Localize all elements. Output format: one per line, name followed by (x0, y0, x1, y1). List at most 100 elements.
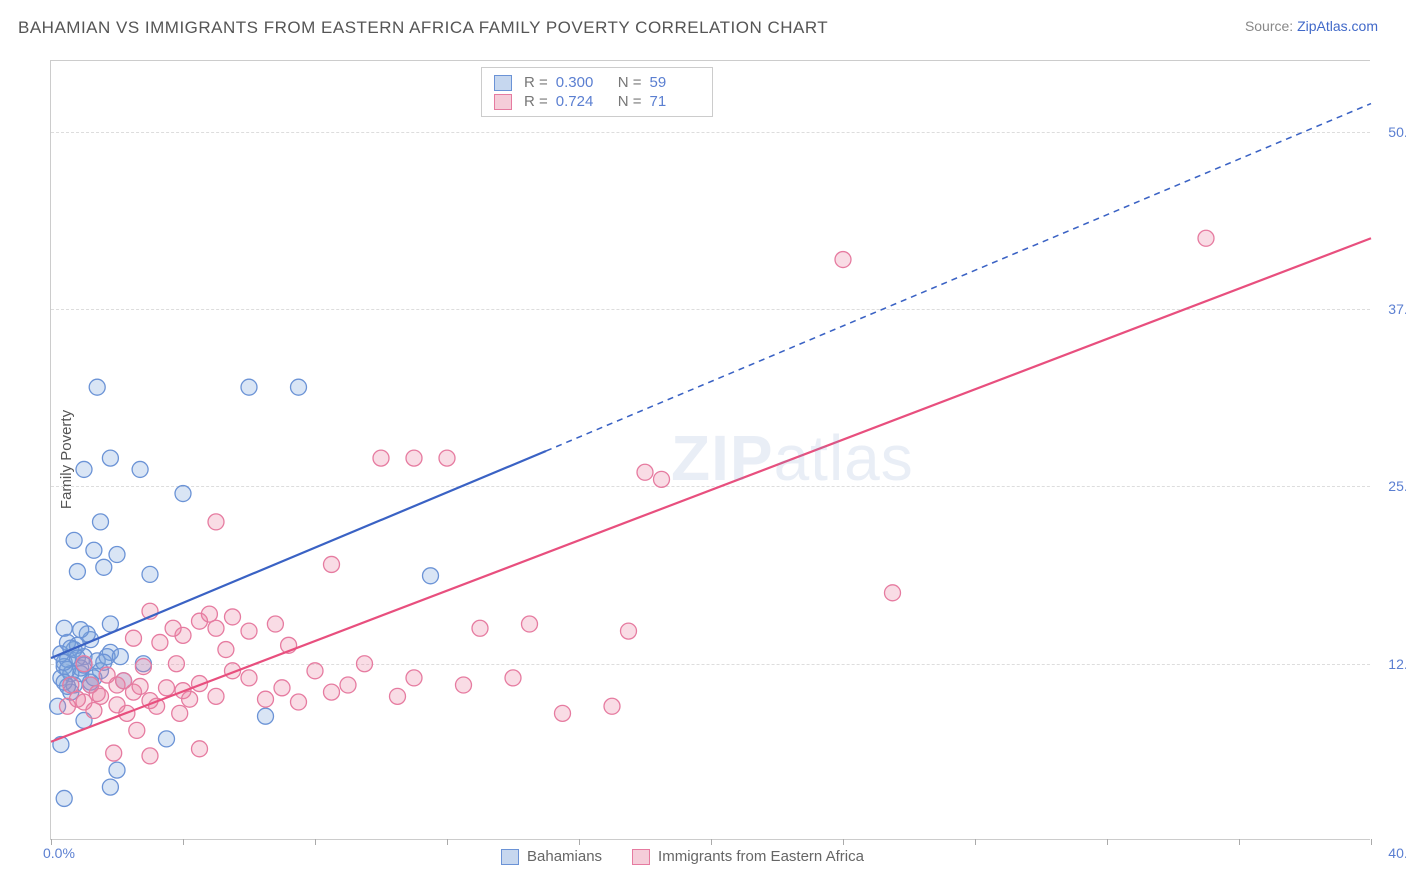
scatter-point (86, 703, 102, 719)
stat-r-label: R = (524, 93, 548, 110)
stat-n-value: 59 (650, 74, 700, 91)
legend-swatch (494, 75, 512, 91)
plot-area: Family Poverty 12.5%25.0%37.5%50.0% ZIPa… (50, 60, 1370, 840)
scatter-point (165, 620, 181, 636)
chart-container: Family Poverty 12.5%25.0%37.5%50.0% ZIPa… (50, 60, 1370, 840)
scatter-point (76, 461, 92, 477)
legend-swatch (632, 849, 650, 865)
x-tick-label-max: 40.0% (1388, 845, 1406, 861)
scatter-point (109, 762, 125, 778)
scatter-point (218, 642, 234, 658)
y-tick-label: 50.0% (1388, 124, 1406, 140)
scatter-point (472, 620, 488, 636)
scatter-point (152, 634, 168, 650)
stat-r-value: 0.724 (556, 93, 606, 110)
scatter-point (225, 609, 241, 625)
scatter-point (132, 461, 148, 477)
scatter-point (885, 585, 901, 601)
scatter-point (637, 464, 653, 480)
series-legend-item: Immigrants from Eastern Africa (632, 848, 864, 865)
scatter-point (241, 379, 257, 395)
scatter-point (258, 691, 274, 707)
scatter-point (406, 670, 422, 686)
scatter-point (423, 568, 439, 584)
legend-swatch (501, 849, 519, 865)
trend-line-extrapolated (546, 104, 1371, 451)
scatter-point (129, 722, 145, 738)
scatter-point (192, 741, 208, 757)
scatter-point (93, 514, 109, 530)
scatter-point (106, 745, 122, 761)
correlation-legend-row: R = 0.300 N = 59 (494, 73, 700, 92)
scatter-point (102, 616, 118, 632)
series-legend: Bahamians Immigrants from Eastern Africa (501, 848, 864, 865)
stat-n-value: 71 (650, 93, 700, 110)
scatter-point (373, 450, 389, 466)
source-attribution: Source: ZipAtlas.com (1245, 18, 1378, 34)
scatter-point (102, 779, 118, 795)
correlation-legend-row: R = 0.724 N = 71 (494, 92, 700, 111)
scatter-point (324, 684, 340, 700)
scatter-point (340, 677, 356, 693)
scatter-point (69, 564, 85, 580)
scatter-point (835, 252, 851, 268)
y-tick-label: 25.0% (1388, 478, 1406, 494)
stat-r-label: R = (524, 74, 548, 91)
x-tick-label-min: 0.0% (43, 845, 75, 861)
scatter-point (505, 670, 521, 686)
source-prefix: Source: (1245, 18, 1297, 34)
scatter-point (522, 616, 538, 632)
scatter-point (142, 566, 158, 582)
series-legend-label: Immigrants from Eastern Africa (658, 848, 864, 865)
scatter-point (109, 677, 125, 693)
scatter-point (96, 559, 112, 575)
scatter-point (89, 686, 105, 702)
legend-swatch (494, 94, 512, 110)
scatter-point (439, 450, 455, 466)
x-tick (1371, 839, 1372, 845)
chart-header: BAHAMIAN VS IMMIGRANTS FROM EASTERN AFRI… (0, 0, 1406, 46)
scatter-point (241, 623, 257, 639)
plot-svg (51, 61, 1371, 841)
scatter-point (241, 670, 257, 686)
stat-n-label: N = (618, 93, 642, 110)
scatter-point (357, 656, 373, 672)
scatter-point (274, 680, 290, 696)
scatter-point (168, 656, 184, 672)
scatter-point (175, 486, 191, 502)
scatter-point (172, 705, 188, 721)
scatter-point (89, 379, 105, 395)
trend-line (51, 238, 1371, 741)
scatter-point (86, 542, 102, 558)
scatter-point (621, 623, 637, 639)
scatter-point (132, 678, 148, 694)
y-tick-label: 12.5% (1388, 656, 1406, 672)
scatter-point (201, 606, 217, 622)
source-link[interactable]: ZipAtlas.com (1297, 18, 1378, 34)
scatter-point (291, 379, 307, 395)
scatter-point (56, 620, 72, 636)
scatter-point (208, 514, 224, 530)
scatter-point (102, 450, 118, 466)
scatter-point (390, 688, 406, 704)
scatter-point (159, 731, 175, 747)
scatter-point (604, 698, 620, 714)
scatter-point (555, 705, 571, 721)
scatter-point (73, 622, 89, 638)
scatter-point (126, 630, 142, 646)
scatter-point (112, 649, 128, 665)
scatter-point (267, 616, 283, 632)
scatter-point (66, 532, 82, 548)
scatter-point (63, 677, 79, 693)
scatter-point (324, 556, 340, 572)
stat-r-value: 0.300 (556, 74, 606, 91)
scatter-point (76, 656, 92, 672)
series-legend-item: Bahamians (501, 848, 602, 865)
scatter-point (654, 471, 670, 487)
y-tick-label: 37.5% (1388, 301, 1406, 317)
scatter-point (135, 659, 151, 675)
stat-n-label: N = (618, 74, 642, 91)
scatter-point (182, 691, 198, 707)
scatter-point (258, 708, 274, 724)
scatter-point (142, 748, 158, 764)
